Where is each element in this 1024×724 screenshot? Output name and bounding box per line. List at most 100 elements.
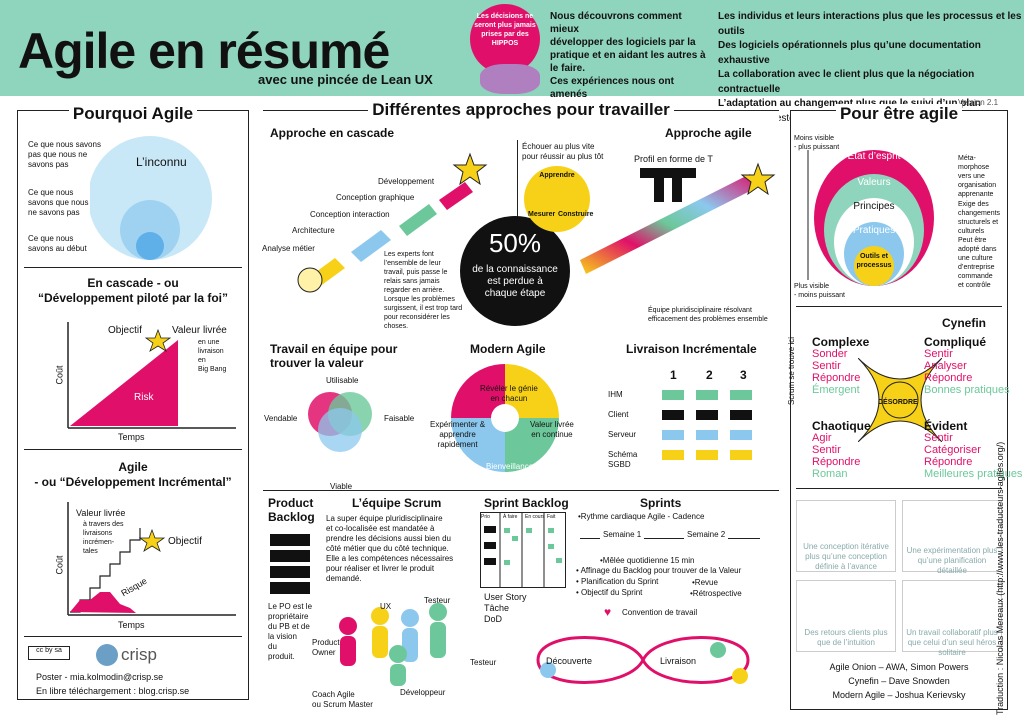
page-subtitle: avec une pincée de Lean UX [258, 72, 433, 87]
learn-label: Apprendre [539, 172, 575, 179]
sprint-refine: • Affinage du Backlog pour trouver de la… [576, 566, 742, 575]
measure-label: Mesurer [528, 211, 556, 218]
heart-icon: ♥ [604, 605, 612, 619]
agile-approach-title: Approche agile [665, 126, 752, 140]
role-ux: UX [380, 602, 392, 611]
scrum-team-text: La super équipe pluridisciplinaire et co-… [326, 514, 454, 583]
sprints-rhythm: •Rythme cardiaque Agile - Cadence [578, 512, 705, 521]
cascade-diagram [297, 152, 488, 293]
references: Agile Onion – AWA, Simon Powers Cynefin –… [829, 662, 969, 700]
lean-card-collab [902, 580, 1002, 652]
role-dev: Développement [378, 177, 435, 186]
sprint-daily: •Mêlée quotidienne 15 min [600, 556, 695, 565]
cynefin-shape [858, 358, 942, 442]
role-architecture: Architecture [292, 226, 335, 235]
incremental-title: Livraison Incrémentale [626, 342, 757, 356]
cc-license-icon: cc by sa [28, 646, 70, 660]
lean-card-iterative [796, 500, 896, 572]
cascade-cout: Coût [54, 365, 65, 385]
cascade-livree: Valeur livrée [172, 325, 227, 336]
po-text: Le PO est le propriétaire du PB et de la vi… [268, 602, 313, 661]
inc-col-2: 2 [706, 368, 713, 382]
cynefin-complicated: Compliqué Sentir Analyser Répondre Bonnes pr… [924, 335, 1010, 396]
lean-card-experiment [902, 500, 1002, 572]
venn-viable: Viable [330, 482, 353, 491]
inc-col-3: 3 [740, 368, 747, 382]
modern-agile-wheel [451, 364, 559, 472]
lean-card-collab-text: Un travail collaboratif plus que celui d… [906, 628, 998, 657]
sprint-review: •Revue [692, 578, 718, 587]
infinity-loop [536, 636, 750, 684]
agile-rainbow [580, 162, 776, 274]
sprint-backlog-board [480, 512, 566, 588]
sprint-goal: • Objectif du Sprint [576, 588, 643, 597]
fail-fast-text: Échouer au plus vite pour réussir au plus… [522, 142, 604, 161]
t-profile-stem [654, 168, 664, 202]
sprint-planning: • Planification du Sprint [576, 577, 659, 586]
build-label: Construire [558, 211, 594, 218]
layer-practices: Pratiques [852, 225, 896, 236]
divider [24, 636, 242, 637]
agileinc-temps: Temps [118, 620, 145, 630]
divider [796, 306, 1002, 307]
loop-discovery: Découverte [546, 656, 593, 666]
learn-loop [524, 166, 590, 232]
inc-col-1: 1 [670, 368, 677, 382]
divider [24, 267, 242, 268]
sprint-backlog-title: Sprint Backlog [484, 496, 569, 510]
role-graphic: Conception graphique [336, 193, 415, 202]
venn-feasible: Faisable [384, 414, 415, 423]
scrum-team-figures [339, 603, 447, 686]
version-label: Version 2.1 [958, 98, 999, 107]
agileinc-livree: Valeur livrée [76, 508, 126, 518]
why-level2: Ce que nous savons que nous ne savons pas [28, 188, 89, 217]
venn-sellable: Vendable [264, 414, 298, 423]
role-analysis: Analyse métier [262, 244, 315, 253]
week-1: Semaine 1 [600, 530, 645, 540]
inc-row-ihm: IHM [608, 390, 623, 399]
agile-onion [807, 150, 934, 286]
sprint-backlog-items: User Story Tâche DoD [484, 592, 527, 624]
modern-q2: Expérimenter & apprendre rapidement [430, 420, 486, 449]
cynefin-obvious: Évident Sentir Catégoriser Répondre Meilleur… [924, 419, 1023, 480]
onion-bottom-label: Plus visible - moins puissant [794, 283, 845, 299]
divider [24, 449, 242, 450]
knowledge-circles [90, 136, 212, 260]
divider [517, 140, 518, 240]
risk-label: Risk [134, 392, 154, 403]
role-tester: Testeur [424, 596, 451, 605]
inc-row-db: Schéma SGBD [608, 450, 638, 469]
cynefin-chaotic: Chaotique Agir Sentir Répondre Roman [812, 419, 871, 480]
why-level3: Ce que nous savons au début [28, 234, 87, 253]
t-profile-stem [672, 168, 682, 202]
agileinc-title: Agile - ou “Développement Incrémental” [34, 460, 232, 489]
role-coach: Coach Agile ou Scrum Master [312, 690, 373, 709]
lean-card-experiment-text: Une expérimentation plus qu’une planific… [906, 546, 998, 575]
credits-download: En libre téléchargement : blog.crisp.se [36, 686, 190, 696]
role-tester2: Testeur [470, 658, 497, 667]
onion-top-label: Moins visible - plus puissant [794, 135, 840, 151]
knowledge-loss-circle [460, 216, 570, 326]
lean-card-feedback-text: Des retours clients plus que de l’intuit… [804, 628, 888, 647]
working-agreement: Convention de travail [622, 608, 698, 617]
layer-tools: Outils et processus [856, 253, 892, 269]
layer-mindset: État d’esprit [847, 151, 901, 162]
sprints-title: Sprints [640, 496, 682, 510]
lean-card-iterative-text: Une conception itérative plus qu’une con… [803, 542, 889, 571]
hippo-bubble [470, 4, 540, 74]
cascade-chart [67, 322, 236, 429]
inc-row-server: Serveur [608, 430, 637, 439]
t-profile-label: Profil en forme de T [634, 154, 713, 164]
backlog-stack-icon [270, 534, 310, 598]
sprint-timeline [580, 538, 760, 539]
onion-change: Exige des changements structurels et cultur… [958, 201, 1001, 235]
cynefin-title: Cynefin [942, 316, 987, 330]
cynefin-disorder: DÉSORDRE [878, 399, 918, 406]
unknown-label: L’inconnu [136, 155, 187, 169]
crisp-name: crisp [121, 645, 157, 664]
cascade-title: En cascade - ou “Développement piloté par… [37, 276, 229, 305]
value-title: Travail en équipe pour trouver la valeur [270, 342, 398, 370]
week-2: Semaine 2 [684, 530, 729, 540]
modern-q1: Révéler le génie en chacun [480, 384, 538, 403]
modern-agile-title: Modern Agile [470, 342, 546, 356]
